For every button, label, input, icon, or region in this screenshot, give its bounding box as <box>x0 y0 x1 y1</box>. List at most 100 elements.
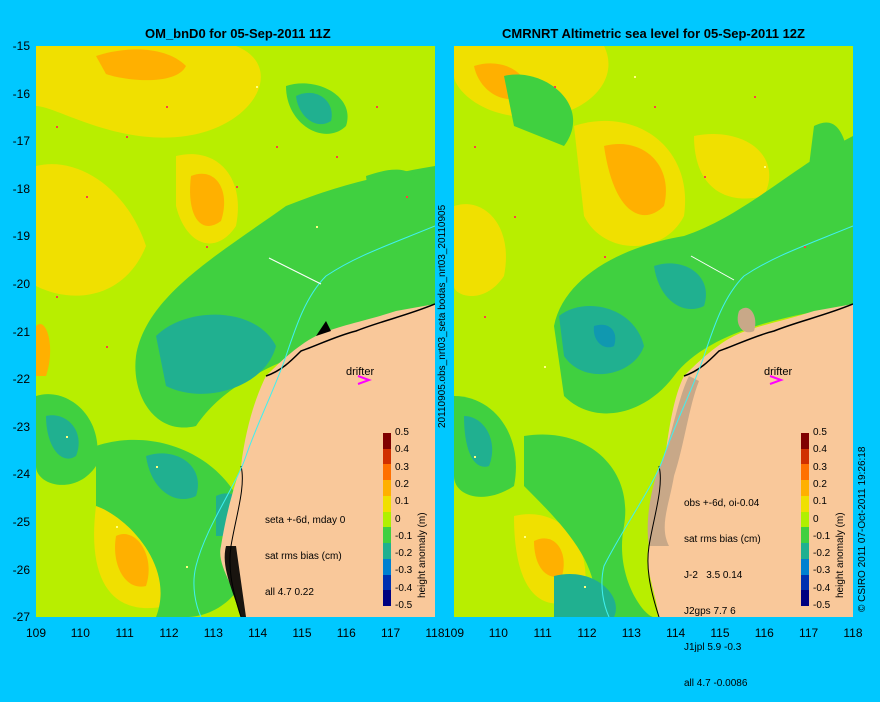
colorbar-tick-label: -0.5 <box>813 600 831 611</box>
lon-tick-label: 116 <box>336 626 356 640</box>
colorbar-segment <box>383 464 391 481</box>
colorbar-tick-label: 0.4 <box>395 444 409 456</box>
lat-tick-label: -24 <box>12 467 30 482</box>
colorbar-segment <box>801 558 809 576</box>
right-drifter-label: drifter <box>764 366 793 378</box>
right-stats-line: all 4.7 -0.0086 <box>684 678 748 689</box>
lon-tick-label: 115 <box>292 626 312 640</box>
right-stats-line: J2gps 7.7 6 <box>684 606 736 617</box>
right-map-title: CMRNRT Altimetric sea level for 05-Sep-2… <box>502 26 805 41</box>
lon-tick-label: 109 <box>25 626 47 640</box>
colorbar-segment <box>801 464 809 481</box>
left-map-svg <box>36 46 435 617</box>
colorbar-tick-label: 0 <box>813 513 819 525</box>
colorbar-segment <box>801 433 809 450</box>
colorbar-tick-label: 0.3 <box>813 461 827 473</box>
colorbar-segment <box>383 558 391 576</box>
left-drifter-label: drifter <box>346 366 375 378</box>
right-map-svg <box>454 46 853 617</box>
colorbar-segment <box>801 480 809 497</box>
colorbar-segment <box>801 590 809 607</box>
right-stats: obs +-6d, oi-0.04 sat rms bias (cm) J-2 … <box>684 474 761 702</box>
right-stats-line: obs +-6d, oi-0.04 <box>684 498 760 509</box>
left-stats-line: all 4.7 0.22 <box>265 587 314 598</box>
colorbar-segment <box>801 511 809 528</box>
lon-tick-label: 117 <box>381 626 401 640</box>
colorbar-segment <box>801 574 809 591</box>
left-map-title: OM_bnD0 for 05-Sep-2011 11Z <box>145 26 331 41</box>
left-map-panel <box>36 46 435 617</box>
colorbar-title: height anomaly (m) <box>417 512 428 598</box>
colorbar-segment <box>801 527 809 544</box>
lon-tick-label: 111 <box>115 626 134 640</box>
copyright-label: © CSIRO 2011 07-Oct-2011 19:26:18 <box>857 446 868 612</box>
colorbar-tick-label: -0.3 <box>395 565 413 577</box>
colorbar-segment <box>383 543 391 560</box>
lat-tick-label: -22 <box>12 372 30 387</box>
colorbar-tick-label: 0.2 <box>395 478 409 490</box>
lon-tick-label: 109 <box>443 626 465 640</box>
colorbar-tick-label: -0.2 <box>395 548 413 560</box>
colorbar-tick-label: 0.2 <box>813 478 827 490</box>
lon-tick-label: 112 <box>577 626 597 640</box>
lat-tick-label: -19 <box>12 229 30 244</box>
lon-tick-label: 118 <box>425 626 445 640</box>
lon-tick-label: 117 <box>799 626 819 640</box>
colorbar-tick-label: -0.2 <box>813 548 831 560</box>
colorbar-segment <box>801 495 809 513</box>
left-stats-line: sat rms bias (cm) <box>265 551 342 562</box>
lon-tick-label: 118 <box>843 626 863 640</box>
colorbar-tick-label: 0.4 <box>813 444 827 456</box>
right-stats-line: J-2 3.5 0.14 <box>684 570 743 581</box>
lon-tick-label: 116 <box>754 626 774 640</box>
lon-tick-label: 115 <box>710 626 730 640</box>
colorbar-tick-label: -0.5 <box>395 600 413 611</box>
right-stats-line: sat rms bias (cm) <box>684 534 761 545</box>
lat-tick-label: -17 <box>12 134 30 149</box>
colorbar-segment <box>383 511 391 528</box>
colorbar-tick-label: -0.3 <box>813 565 831 577</box>
lat-tick-label: -21 <box>12 324 30 339</box>
colorbar-segment <box>383 527 391 544</box>
right-map-panel <box>454 46 853 617</box>
colorbar-tick-label: 0.5 <box>395 427 409 438</box>
colorbar-tick-label: 0.5 <box>813 427 827 438</box>
colorbar-segment <box>383 574 391 591</box>
colorbar-segment <box>383 495 391 513</box>
colorbar-tick-label: 0 <box>395 513 401 525</box>
colorbar-tick-label: -0.4 <box>395 582 413 594</box>
colorbar-tick-label: 0.3 <box>395 461 409 473</box>
left-stats-line: seta +-6d, mday 0 <box>265 515 346 526</box>
lat-tick-label: -23 <box>12 419 30 434</box>
left-stats: seta +-6d, mday 0 sat rms bias (cm) all … <box>265 491 345 611</box>
colorbar-tick-label: 0.1 <box>813 496 827 508</box>
colorbar-segment <box>383 590 391 607</box>
colorbar-segment <box>383 448 391 465</box>
lon-tick-label: 110 <box>488 626 508 640</box>
colorbar-tick-label: 0.1 <box>395 496 409 508</box>
lat-tick-label: -15 <box>12 39 30 53</box>
middle-file-label: 20110905.obs_nrt03_seta bodas_nrt03_2011… <box>437 204 448 428</box>
lat-tick-label: -27 <box>12 610 30 625</box>
colorbar-segment <box>801 543 809 560</box>
lon-tick-label: 113 <box>621 626 641 640</box>
colorbar-segment <box>383 480 391 497</box>
lat-tick-label: -26 <box>12 562 30 577</box>
lon-tick-label: 112 <box>159 626 179 640</box>
lon-tick-label: 114 <box>248 626 268 640</box>
lat-tick-label: -18 <box>12 181 30 196</box>
lat-tick-label: -16 <box>12 86 30 101</box>
lat-tick-label: -25 <box>12 515 30 529</box>
lon-tick-label: 110 <box>70 626 90 640</box>
lon-tick-label: 113 <box>203 626 223 640</box>
colorbar-tick-label: -0.1 <box>395 530 413 542</box>
colorbar-tick-label: -0.4 <box>813 582 831 594</box>
lon-tick-label: 114 <box>666 626 686 640</box>
colorbar-segment <box>383 433 391 450</box>
lon-tick-label: 111 <box>533 626 552 640</box>
right-stats-line: J1jpl 5.9 -0.3 <box>684 642 742 653</box>
colorbar-title: height anomaly (m) <box>835 512 846 598</box>
lat-tick-label: -20 <box>12 277 30 291</box>
colorbar-tick-label: -0.1 <box>813 530 831 542</box>
colorbar-segment <box>801 448 809 465</box>
